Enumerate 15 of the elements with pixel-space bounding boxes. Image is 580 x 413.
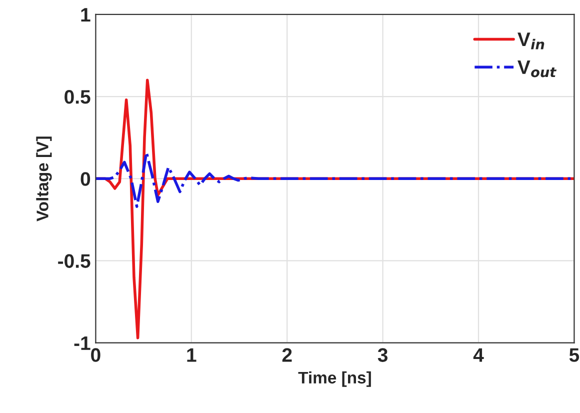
x-tick-label: 0 (91, 348, 100, 362)
y-tick-label: 0 (80, 172, 90, 186)
legend-label: V$_{out}$ (518, 60, 557, 78)
legend-label: V$_{in}$ (518, 32, 544, 50)
x-tick-label: 4 (473, 348, 484, 362)
y-tick-label: -0.5 (58, 254, 90, 268)
y-tick-label: -1 (74, 336, 90, 350)
x-axis-title: Time [ns] (298, 371, 371, 387)
x-tick-label: 2 (282, 348, 292, 362)
y-tick-label: 1 (81, 8, 90, 22)
y-tick-label: 0.5 (64, 90, 90, 104)
y-axis-title: Voltage [V] (36, 136, 52, 222)
x-tick-label: 5 (569, 348, 580, 362)
x-tick-label: 3 (378, 348, 388, 362)
x-tick-label: 1 (187, 348, 196, 362)
